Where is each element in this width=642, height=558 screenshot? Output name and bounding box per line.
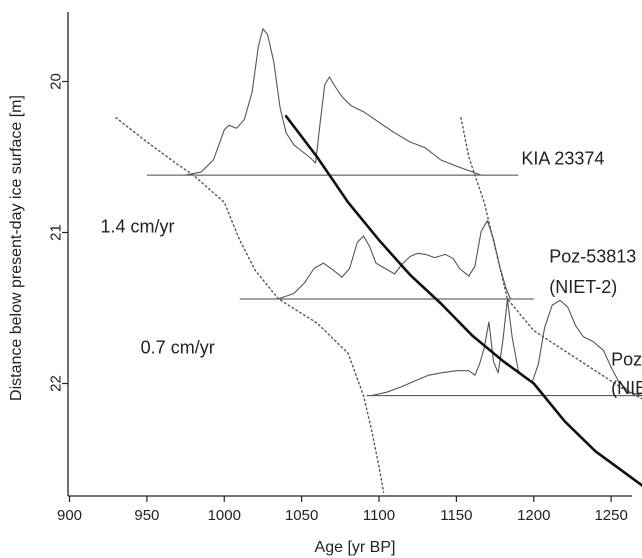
x-tick-label: 900 — [57, 507, 82, 524]
axes: 9009501000105011001150120012501300135014… — [48, 12, 632, 524]
x-tick-label: 1100 — [363, 507, 395, 524]
x-tick-label: 1250 — [594, 507, 627, 524]
plot-area: KIA 23374 Poz-53813 (NIET-2) Poz-53812 (NIET… — [100, 28, 642, 493]
age-distribution-3 — [371, 298, 642, 397]
x-axis-title: Age [yr BP] — [315, 539, 396, 556]
annotation-label: 0.7 cm/yr — [141, 337, 215, 357]
age-depth-model-line — [284, 114, 642, 487]
age-distribution-2 — [278, 220, 512, 300]
y-tick-label: 20 — [48, 73, 65, 90]
annotation-label: (NIET-1) — [611, 378, 642, 398]
annotation-label: Poz-53813 — [549, 247, 636, 267]
x-tick-label: 950 — [134, 507, 159, 524]
x-tick-label: 1150 — [440, 507, 472, 524]
dotted-envelope-line-1 — [115, 116, 385, 493]
annotation-label: KIA 23374 — [521, 149, 604, 169]
annotation-label: 1.4 cm/yr — [100, 217, 174, 237]
annotation-label: (NIET-2) — [549, 277, 617, 297]
dotted-envelope-line-2 — [460, 116, 642, 400]
y-tick-label: 21 — [48, 224, 65, 241]
x-tick-label: 1200 — [517, 507, 550, 524]
y-axis-title: Distance below present-day ice surface [… — [8, 95, 25, 401]
y-tick-label: 22 — [48, 375, 65, 392]
age-distribution-1 — [185, 28, 482, 176]
x-tick-label: 1000 — [208, 507, 241, 524]
annotation-label: Poz-53812 — [611, 349, 642, 369]
x-tick-label: 1050 — [285, 507, 318, 524]
